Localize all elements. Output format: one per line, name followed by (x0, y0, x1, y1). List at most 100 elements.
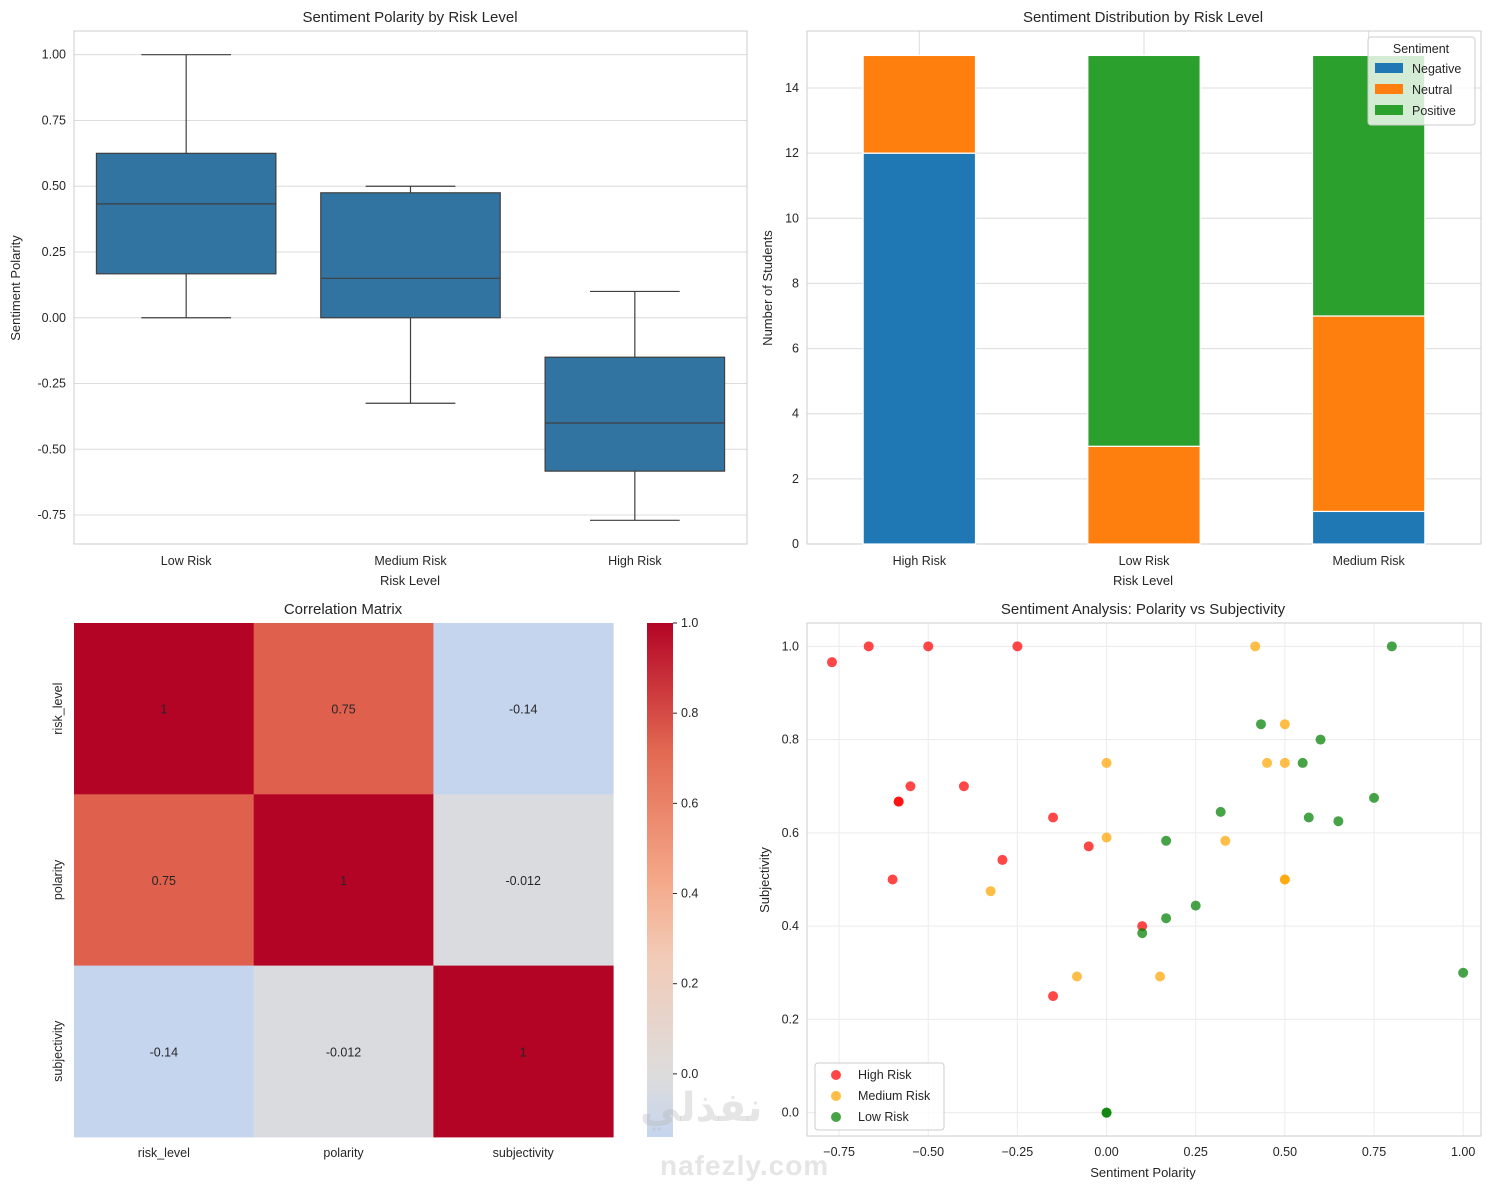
boxplot-ytick-label: 0.25 (42, 245, 66, 259)
scatter-ytick-label: 0.6 (782, 826, 799, 840)
bar-ytick-label: 10 (785, 211, 799, 225)
heatmap-cell (433, 794, 614, 967)
boxplot-ytick-label: -0.75 (38, 508, 67, 522)
scatter-gridlines (807, 623, 1481, 1136)
heatmap-row-label: risk_level (51, 683, 65, 735)
scatter-point-medium-risk (1155, 971, 1166, 982)
scatter-point-medium-risk (1101, 757, 1112, 768)
bar-ticks: 0 2 4 6 8 10 12 14 High Risk Low Risk Medium Risk (785, 81, 1405, 568)
bar-segments (862, 54, 1426, 545)
scatter-legend: High Risk Medium Risk Low Risk (814, 1062, 945, 1131)
scatter-point-low-risk (1297, 757, 1308, 768)
colorbar-tick-label: 0.2 (681, 977, 698, 991)
boxplot-frame (73, 30, 748, 545)
scatter-xtick-label: 0.25 (1184, 1145, 1208, 1159)
scatter-ylabel: Subjectivity (757, 847, 772, 913)
bar-ytick-label: 14 (785, 81, 799, 95)
scatter-point-high-risk (1137, 921, 1148, 932)
heatmap-cell (433, 623, 614, 795)
bar-legend-title: Sentiment (1393, 42, 1450, 56)
scatter-point-low-risk (1369, 792, 1380, 803)
colorbar-tick-label: 0.4 (681, 887, 698, 901)
scatter-points (826, 641, 1469, 1118)
bar-ytick-label: 4 (792, 407, 799, 421)
boxplot-ytick-label: 0.75 (42, 113, 66, 127)
bar-ytick-label: 6 (792, 342, 799, 356)
bar-xlabel: Risk Level (1113, 573, 1173, 588)
boxplot-ytick-label: 0.00 (42, 311, 66, 325)
colorbar (647, 623, 673, 1137)
scatter-point-high-risk (893, 796, 904, 807)
heatmap-cells: 1 0.75 -0.14 0.75 1 -0.012 -0.14 -0.012 1 (74, 623, 614, 1138)
bar-ytick-label: 0 (792, 537, 799, 551)
bar-legend-swatch-negative (1375, 63, 1403, 73)
bar-legend-label: Neutral (1412, 83, 1452, 97)
scatter-point-high-risk (905, 781, 916, 792)
scatter-point-low-risk (1386, 641, 1397, 652)
bar-xtick-label: Low Risk (1119, 554, 1170, 568)
boxplot-ytick-label: 0.50 (42, 179, 66, 193)
scatter-point-high-risk (958, 781, 969, 792)
bar-legend-box (1367, 36, 1476, 126)
scatter-legend-marker-medium-risk (831, 1091, 841, 1101)
heatmap-cell-label: 1 (160, 703, 167, 717)
scatter-point-low-risk (1215, 806, 1226, 817)
scatter-legend-marker-low-risk (831, 1112, 841, 1122)
bar-xtick-label: Medium Risk (1333, 554, 1406, 568)
scatter-xtick-label: 0.75 (1362, 1145, 1386, 1159)
heatmap-cell (253, 965, 434, 1138)
box-iqr (95, 152, 277, 275)
scatter-frame (806, 622, 1482, 1137)
boxplot-xtick-label: Medium Risk (374, 554, 447, 568)
scatter-ytick-label: 1.0 (782, 639, 799, 653)
scatter-point-medium-risk (1071, 971, 1082, 982)
heatmap-cell-label: -0.012 (326, 1045, 361, 1059)
bar-segment-positive (1087, 54, 1201, 447)
scatter-xtick-label: −0.75 (823, 1145, 855, 1159)
scatter-xtick-label: 0.00 (1094, 1145, 1118, 1159)
colorbar-tick-label: 1.0 (681, 616, 698, 630)
boxplot-panel: Sentiment Polarity by Risk Level 1.00 0.7… (8, 9, 748, 588)
scatter-ytick-label: 0.0 (782, 1106, 799, 1120)
bar-legend: Sentiment Negative Neutral Positive (1367, 36, 1476, 126)
watermark-arabic: نفذلي (640, 1086, 763, 1130)
heatmap-col-label: polarity (323, 1146, 364, 1160)
scatter-point-medium-risk (1279, 874, 1290, 885)
heatmap-col-label: subjectivity (493, 1146, 555, 1160)
heatmap-cell-label: 0.75 (331, 703, 355, 717)
bar-ytick-label: 8 (792, 276, 799, 290)
heatmap-axis-labels: risk_level polarity subjectivity risk_level… (51, 683, 555, 1160)
scatter-legend-marker-high-risk (831, 1070, 841, 1080)
scatter-legend-box (814, 1062, 945, 1131)
bar-legend-label: Negative (1412, 62, 1461, 76)
scatter-point-low-risk (1255, 719, 1266, 730)
bar-segment-neutral (1311, 315, 1426, 513)
bar-ytick-label: 12 (785, 146, 799, 160)
scatter-ytick-label: 0.4 (782, 919, 799, 933)
scatter-xtick-label: 1.00 (1451, 1145, 1475, 1159)
colorbar-tick-label: 0.6 (681, 796, 698, 810)
scatter-ticks: −0.75 −0.50 −0.25 0.00 0.25 0.50 0.75 1.00 0.0 0.… (782, 639, 1476, 1159)
heatmap-title: Correlation Matrix (284, 601, 403, 618)
heatmap-panel: Correlation Matrix 1 0.75 -0.14 0.75 1 -0.012… (51, 601, 698, 1160)
scatter-point-high-risk (1048, 812, 1059, 823)
bar-segment-negative (862, 152, 977, 545)
scatter-point-low-risk (1161, 835, 1172, 846)
heatmap-cell-label: 1 (340, 874, 347, 888)
scatter-ytick-label: 0.2 (782, 1012, 799, 1026)
scatter-point-low-risk (1190, 900, 1201, 911)
scatter-point-high-risk (1048, 991, 1059, 1002)
scatter-point-low-risk (1458, 967, 1469, 978)
box-medium-risk (320, 185, 501, 404)
scatter-legend-label: Medium Risk (858, 1089, 931, 1103)
scatter-panel: Sentiment Analysis: Polarity vs Subjecti… (757, 601, 1482, 1180)
boxplot-ytick-label: -0.25 (38, 377, 67, 391)
scatter-point-medium-risk (1279, 757, 1290, 768)
bar-segment-neutral (1087, 445, 1201, 545)
heatmap-cell-label: -0.14 (509, 703, 538, 717)
scatter-ytick-label: 0.8 (782, 733, 799, 747)
scatter-xtick-label: 0.50 (1273, 1145, 1297, 1159)
colorbar-tick-label: 0.8 (681, 706, 698, 720)
heatmap-cell-label: 1 (520, 1045, 527, 1059)
heatmap-row-label: subjectivity (51, 1020, 65, 1082)
